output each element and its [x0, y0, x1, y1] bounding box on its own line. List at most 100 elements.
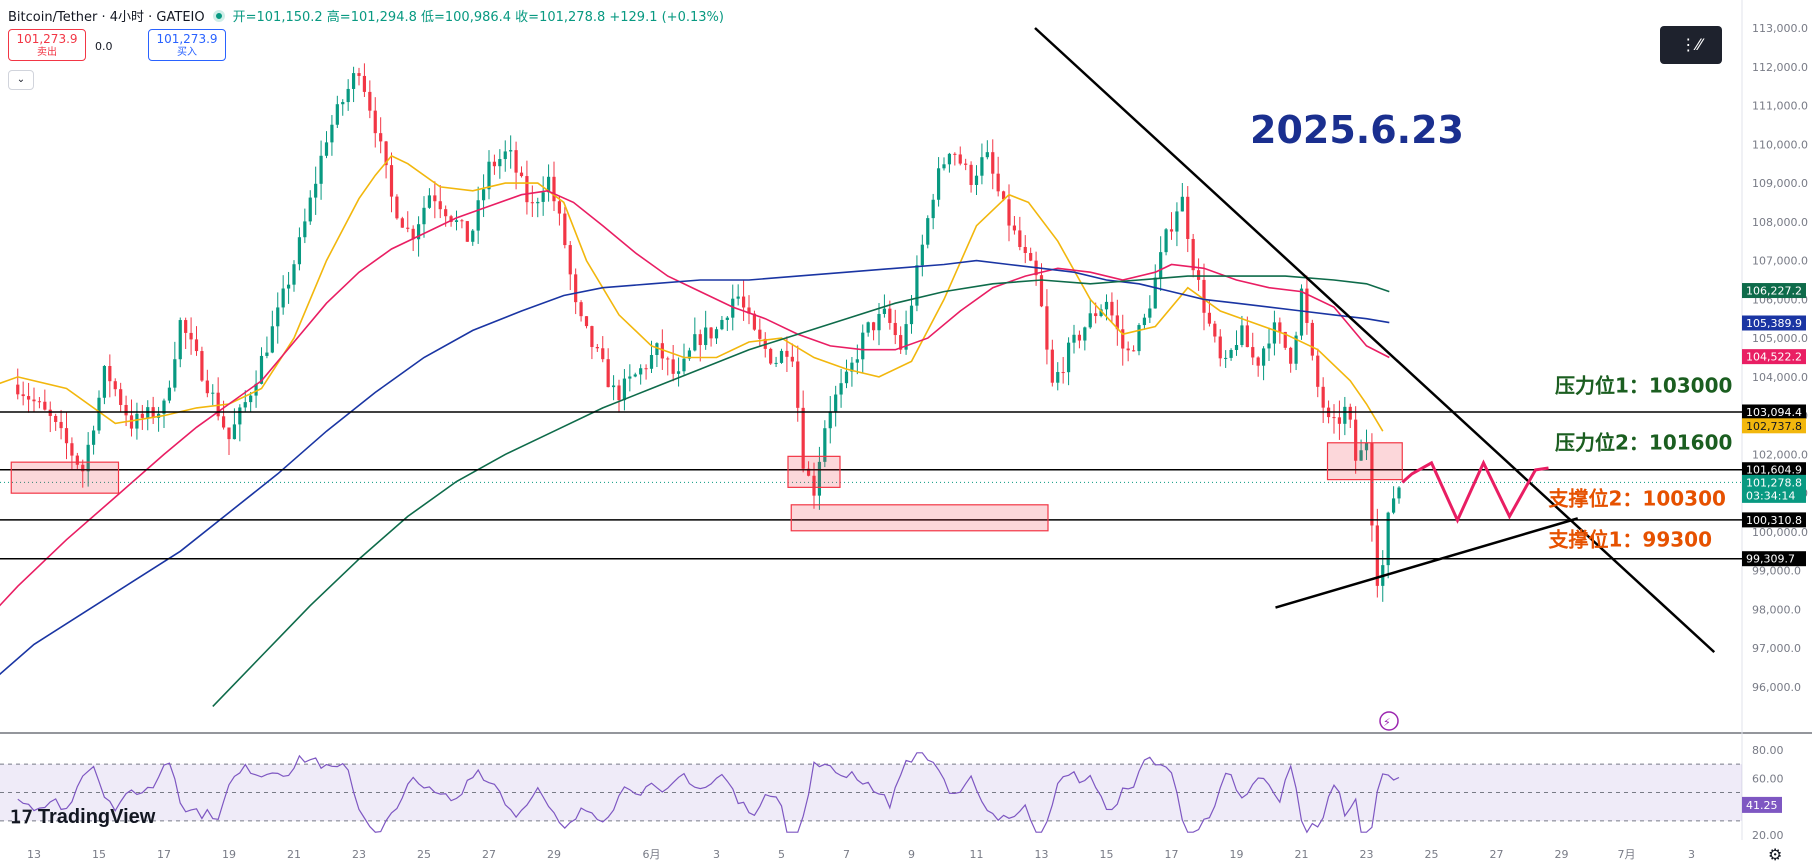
- price-axis-tag: [1742, 462, 1806, 478]
- lightning-icon[interactable]: [1379, 711, 1399, 731]
- candle-body: [1180, 196, 1184, 212]
- trend-line[interactable]: [1275, 517, 1579, 609]
- x-tick-label: 3: [713, 848, 720, 861]
- candle-body: [519, 172, 524, 177]
- candle-body: [850, 362, 854, 372]
- candle-body: [536, 201, 540, 204]
- candle-body: [926, 218, 930, 245]
- candle-body: [655, 343, 659, 355]
- candle-body: [108, 366, 112, 382]
- candle-body: [985, 152, 989, 158]
- trend-line[interactable]: [1034, 27, 1716, 654]
- candle-body: [888, 308, 892, 323]
- candle-body: [249, 395, 253, 403]
- candle-body: [346, 88, 350, 103]
- candle-body: [476, 200, 480, 231]
- candle-body: [1175, 211, 1179, 232]
- x-tick-label: 13: [1035, 848, 1049, 861]
- candle-body: [817, 461, 822, 496]
- price-axis-label: 102,737.8: [1746, 420, 1802, 433]
- y-tick-label: 99,000.0: [1752, 565, 1801, 578]
- candle-body: [871, 322, 876, 331]
- candle-body: [823, 428, 827, 462]
- buy-button[interactable]: 101,273.9 买入: [148, 29, 226, 61]
- candle-body: [595, 347, 599, 349]
- candle-body: [384, 141, 388, 166]
- sell-button[interactable]: 101,273.9 卖出: [8, 29, 86, 61]
- candle-body: [1045, 306, 1049, 350]
- candle-body: [1397, 487, 1401, 499]
- main-plot-area[interactable]: [0, 0, 1742, 735]
- candle-body: [140, 413, 144, 418]
- candle-body: [444, 209, 448, 217]
- x-tick-label: 27: [482, 848, 496, 861]
- x-tick-label: 25: [417, 848, 431, 861]
- candle-body: [855, 359, 859, 363]
- price-axis-tag: [1742, 551, 1806, 567]
- candle-body: [1391, 498, 1396, 513]
- candle-body: [666, 358, 670, 360]
- y-tick-label: 105,000.0: [1752, 332, 1808, 345]
- candle-body: [362, 75, 367, 92]
- zone-box[interactable]: [1326, 442, 1403, 481]
- candle-body: [1343, 406, 1347, 424]
- projection-path[interactable]: [1401, 459, 1549, 524]
- candle-body: [779, 350, 784, 363]
- moving-average-line-3: [0, 259, 1390, 676]
- rsi-tick-label: 20.00: [1752, 829, 1784, 842]
- candle-body: [492, 161, 497, 167]
- x-tick-label: 17: [157, 848, 171, 861]
- candle-body: [541, 192, 545, 202]
- candle-body: [1256, 357, 1260, 366]
- candle-body: [1337, 417, 1342, 424]
- x-tick-label: 17: [1165, 848, 1179, 861]
- tradingview-logo[interactable]: 𝟣𝟩 TradingView: [10, 806, 155, 829]
- candle-body: [406, 227, 410, 229]
- candle-body: [259, 355, 264, 384]
- zone-box[interactable]: [787, 455, 841, 488]
- candle-body: [1251, 347, 1255, 358]
- candle-body: [427, 195, 432, 208]
- price-axis-tag: [1742, 283, 1806, 299]
- price-axis-label: 104,522.2: [1746, 351, 1802, 364]
- candle-body: [1186, 196, 1190, 239]
- chart-tool-icon[interactable]: ⋮⁄⁄: [1660, 26, 1722, 64]
- level-annotation: 支撑位2：100300: [1549, 487, 1726, 511]
- symbol-title[interactable]: Bitcoin/Tether · 4小时 · GATEIO: [8, 10, 205, 25]
- candle-body: [622, 378, 627, 401]
- candle-body: [395, 196, 399, 219]
- candle-body: [704, 327, 708, 346]
- candle-body: [16, 384, 20, 395]
- candle-body: [232, 424, 237, 440]
- chevron-down-icon[interactable]: ⌄: [8, 70, 34, 90]
- candle-body: [671, 359, 675, 374]
- candle-body: [958, 154, 962, 164]
- candle-body: [752, 313, 757, 330]
- symbol-header: Bitcoin/Tether · 4小时 · GATEIO 开=101,150.…: [8, 6, 724, 25]
- candle-body: [676, 371, 681, 374]
- zone-box[interactable]: [790, 504, 1049, 532]
- candle-body: [26, 396, 31, 400]
- candle-body: [379, 133, 383, 142]
- candle-body: [1299, 288, 1304, 336]
- candle-body: [1240, 325, 1244, 346]
- zone-box[interactable]: [10, 461, 120, 494]
- candle-body: [265, 352, 269, 356]
- candle-body: [416, 224, 421, 240]
- candle-body: [281, 288, 285, 308]
- candle-body: [991, 152, 995, 174]
- candle-body: [1137, 325, 1141, 352]
- x-tick-label: 23: [352, 848, 366, 861]
- price-axis-tag: [1742, 418, 1806, 434]
- candle-body: [308, 197, 312, 222]
- candle-body: [1029, 252, 1033, 261]
- candle-body: [503, 151, 507, 160]
- x-tick-label: 5: [778, 848, 785, 861]
- candle-body: [438, 201, 442, 210]
- candle-body: [162, 400, 166, 414]
- candle-body: [1121, 329, 1125, 349]
- candle-body: [1115, 315, 1119, 330]
- candle-body: [1142, 317, 1147, 326]
- rsi-tick-label: 80.00: [1752, 744, 1784, 757]
